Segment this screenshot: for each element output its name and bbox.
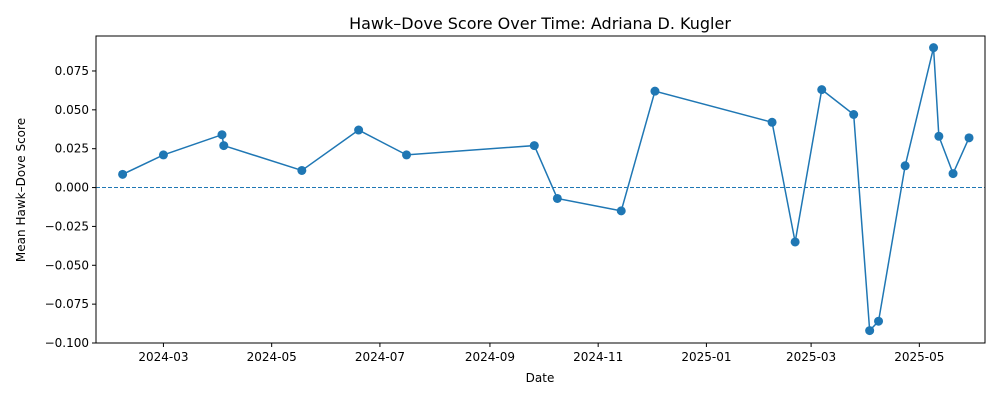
x-axis-label: Date [526, 371, 555, 385]
data-point [616, 206, 626, 216]
data-point [297, 165, 307, 175]
data-point [900, 161, 910, 171]
data-point [929, 43, 939, 53]
data-point [552, 193, 562, 203]
y-axis: 0.075 0.050 0.025 0.000 −0.025 −0.050 −0.075 −0… [45, 64, 96, 350]
data-point [158, 150, 168, 160]
series-line [122, 47, 970, 333]
y-tick-label: −0.025 [45, 219, 89, 233]
data-point [529, 141, 539, 151]
x-tick-label: 2024-05 [247, 350, 297, 364]
y-tick-label: −0.075 [45, 297, 89, 311]
y-axis-label: Mean Hawk–Dove Score [14, 118, 28, 262]
data-point [817, 85, 827, 95]
data-point [402, 150, 412, 160]
x-tick-label: 2024-09 [465, 350, 515, 364]
x-tick-label: 2025-01 [681, 350, 731, 364]
plot-frame [95, 35, 986, 344]
data-point [790, 237, 800, 247]
data-point [934, 131, 944, 141]
x-tick-label: 2025-05 [894, 350, 944, 364]
data-point [217, 130, 227, 140]
x-axis: 2024-03 2024-05 2024-07 2024-09 2024-11 2025-… [138, 343, 944, 364]
data-point [874, 316, 884, 326]
data-point [849, 109, 859, 119]
x-tick-label: 2024-11 [573, 350, 623, 364]
data-point [354, 125, 364, 135]
y-tick-label: −0.050 [45, 258, 89, 272]
y-tick-label: 0.075 [55, 64, 89, 78]
y-tick-label: 0.025 [55, 142, 89, 156]
data-point [865, 326, 875, 336]
data-point [767, 117, 777, 127]
x-tick-label: 2024-07 [355, 350, 405, 364]
y-tick-label: 0.000 [55, 181, 89, 195]
data-point [219, 141, 229, 151]
y-tick-label: 0.050 [55, 103, 89, 117]
x-tick-label: 2025-03 [786, 350, 836, 364]
data-point [964, 133, 974, 143]
x-tick-label: 2024-03 [138, 350, 188, 364]
data-point [650, 86, 660, 96]
data-point [948, 169, 958, 179]
y-tick-label: −0.100 [45, 336, 89, 350]
data-point [118, 169, 128, 179]
plot-area [96, 43, 985, 336]
chart-title: Hawk–Dove Score Over Time: Adriana D. Ku… [349, 14, 731, 33]
